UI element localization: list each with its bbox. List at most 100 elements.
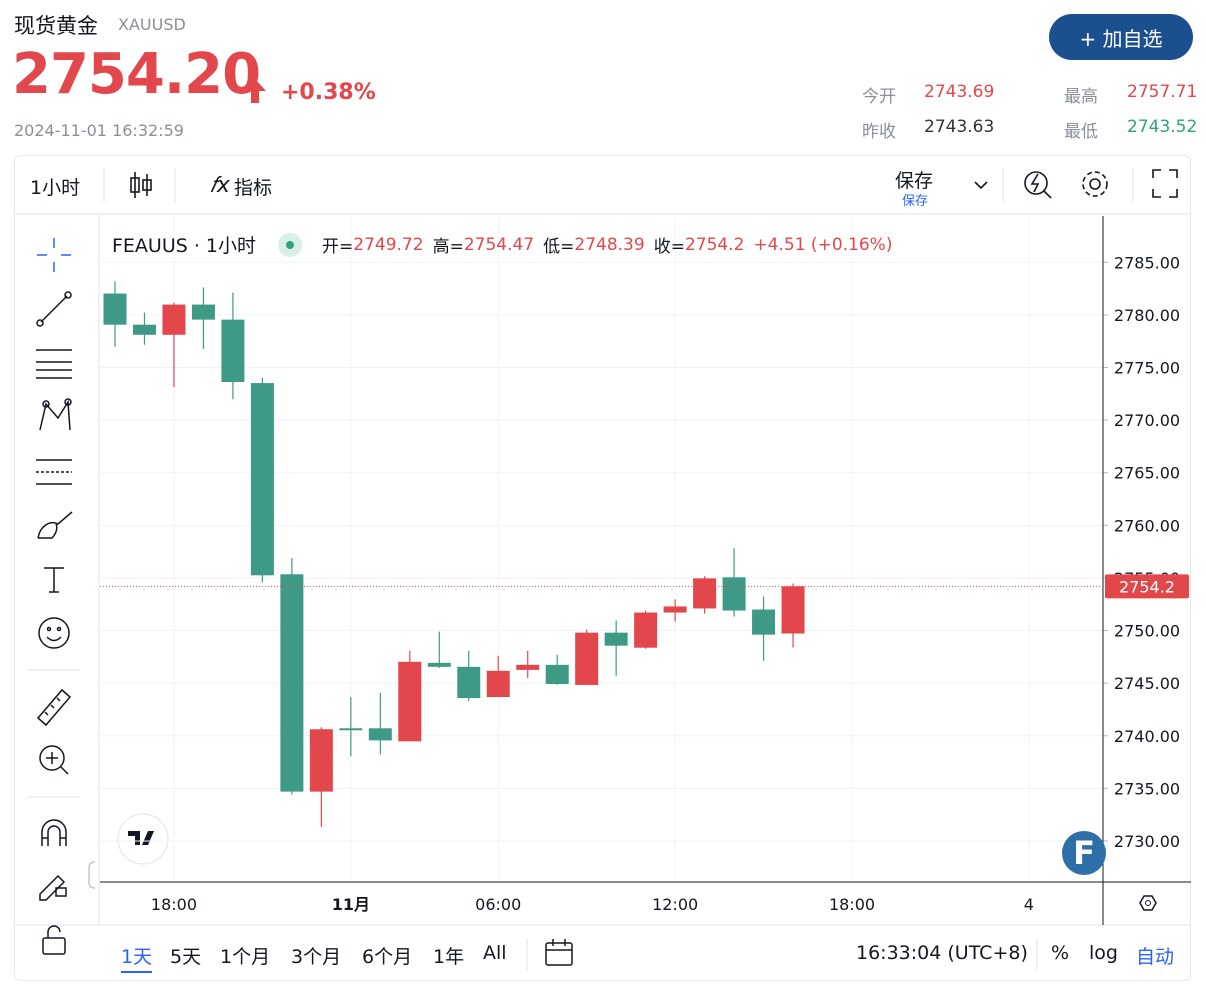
plot: 2730.002735.002740.002745.002750.002755.… <box>100 216 1191 925</box>
status-dot <box>278 232 303 257</box>
timestamp: 2024-11-01 16:32:59 <box>14 121 184 140</box>
brush-tool[interactable] <box>37 511 73 539</box>
fib-tool[interactable] <box>36 459 72 485</box>
range-button[interactable]: 6个月 <box>362 946 413 968</box>
save-button[interactable]: 保存 <box>895 170 934 192</box>
candle-body <box>427 662 451 667</box>
candle-body <box>634 612 658 648</box>
ohlc-label: 收= <box>653 237 685 257</box>
replay-button[interactable] <box>1024 171 1052 199</box>
add-watchlist-button[interactable]: + 加自选 <box>1049 14 1193 60</box>
ohlc-change: +4.51 (+0.16%) <box>753 234 893 255</box>
dropdown[interactable] <box>974 181 988 190</box>
clock: 16:33:04 (UTC+8) <box>856 942 1028 964</box>
magnet-tool[interactable] <box>41 819 67 846</box>
candle-body <box>781 586 805 634</box>
ohlc-label: 开= <box>322 237 354 257</box>
candle-body <box>486 670 510 698</box>
fx-icon[interactable]: 𝑓x <box>210 173 231 198</box>
y-tick-label: 2740.00 <box>1114 727 1180 746</box>
ohlc-label: 低= <box>543 237 575 257</box>
log-button[interactable]: log <box>1089 942 1118 964</box>
emoji-tool[interactable] <box>38 617 70 649</box>
auto-button[interactable]: 自动 <box>1136 946 1175 968</box>
separators <box>15 168 1191 970</box>
candle-body <box>693 578 717 609</box>
stat-value: 2743.63 <box>924 117 995 137</box>
candle-body <box>162 304 186 335</box>
text-tool[interactable] <box>44 567 64 593</box>
stat-value: 2743.52 <box>1127 117 1198 137</box>
chart-frame <box>14 155 1191 981</box>
y-tick-label: 2730.00 <box>1114 832 1180 851</box>
percent-button[interactable]: % <box>1051 942 1070 964</box>
y-tick-label: 2760.00 <box>1114 516 1180 535</box>
tv-logo <box>117 813 169 865</box>
stat-value: 2757.71 <box>1127 82 1198 102</box>
range-button[interactable]: 1年 <box>433 946 465 968</box>
symbol: XAUUSD <box>118 15 186 34</box>
lock-tool[interactable] <box>42 925 66 955</box>
hline-tool[interactable] <box>36 349 72 379</box>
collapse-handle[interactable] <box>88 861 96 889</box>
stat-value: 2743.69 <box>924 82 995 102</box>
x-tick-label: 06:00 <box>475 895 521 914</box>
settings-button[interactable] <box>1082 171 1108 197</box>
ruler-tool[interactable] <box>36 688 72 727</box>
x-tick-label: 18:00 <box>151 895 197 914</box>
range-button[interactable]: 1个月 <box>220 946 271 968</box>
candle-body <box>663 606 687 613</box>
candle-body <box>398 661 422 742</box>
ohlc-value: 2749.72 <box>353 234 424 255</box>
crosshair-tool[interactable] <box>37 238 71 272</box>
x-tick-label: 4 <box>1024 895 1034 914</box>
candle-type-button[interactable] <box>130 172 152 198</box>
up-arrow <box>244 79 266 103</box>
x-tick-label: 11月 <box>332 895 370 914</box>
stat-label: 今开 <box>862 87 896 107</box>
axis-settings[interactable] <box>1139 895 1157 911</box>
y-tick-label: 2745.00 <box>1114 674 1180 693</box>
save-sub: 保存 <box>902 194 929 209</box>
candle-body <box>221 319 245 383</box>
trendline-tool[interactable] <box>36 291 72 327</box>
pattern-tool[interactable] <box>39 398 72 431</box>
candle-body <box>309 729 333 792</box>
candle-body <box>752 609 776 635</box>
range-button[interactable]: All <box>483 942 507 964</box>
candle-body <box>575 632 599 685</box>
candle-body <box>722 577 746 611</box>
candle-body <box>250 383 274 576</box>
x-tick-label: 12:00 <box>652 895 698 914</box>
ohlc-value: 2748.39 <box>574 234 645 255</box>
range-button[interactable]: 3个月 <box>291 946 342 968</box>
range-button[interactable]: 5天 <box>170 946 202 968</box>
x-tick-label: 18:00 <box>829 895 875 914</box>
candle-body <box>368 728 392 741</box>
fullscreen-button[interactable] <box>1152 169 1178 198</box>
candle-body <box>604 632 628 646</box>
candle-body <box>280 574 304 792</box>
stat-label: 最高 <box>1064 87 1098 107</box>
y-tick-label: 2770.00 <box>1114 411 1180 430</box>
price-change: +0.38% <box>281 80 376 105</box>
watermark-logo: F <box>1062 831 1106 875</box>
ohlc-value: 2754.47 <box>463 234 535 255</box>
zoom-tool[interactable] <box>39 745 69 775</box>
price-label: 2754.2 <box>1119 577 1175 596</box>
y-tick-label: 2765.00 <box>1114 464 1180 483</box>
candle-body <box>191 304 215 320</box>
candle-body <box>457 666 481 699</box>
lock-draw-tool[interactable] <box>39 874 67 901</box>
candle-body <box>339 728 363 731</box>
date-range-button[interactable] <box>545 939 573 966</box>
range-button[interactable]: 1天 <box>121 942 153 973</box>
indicators-button[interactable]: 指标 <box>234 177 273 199</box>
stat-label: 最低 <box>1064 122 1098 142</box>
y-tick-label: 2785.00 <box>1114 253 1180 272</box>
toolbar-icons: 𝑓x <box>130 169 1178 199</box>
interval-button[interactable]: 1小时 <box>30 177 81 199</box>
